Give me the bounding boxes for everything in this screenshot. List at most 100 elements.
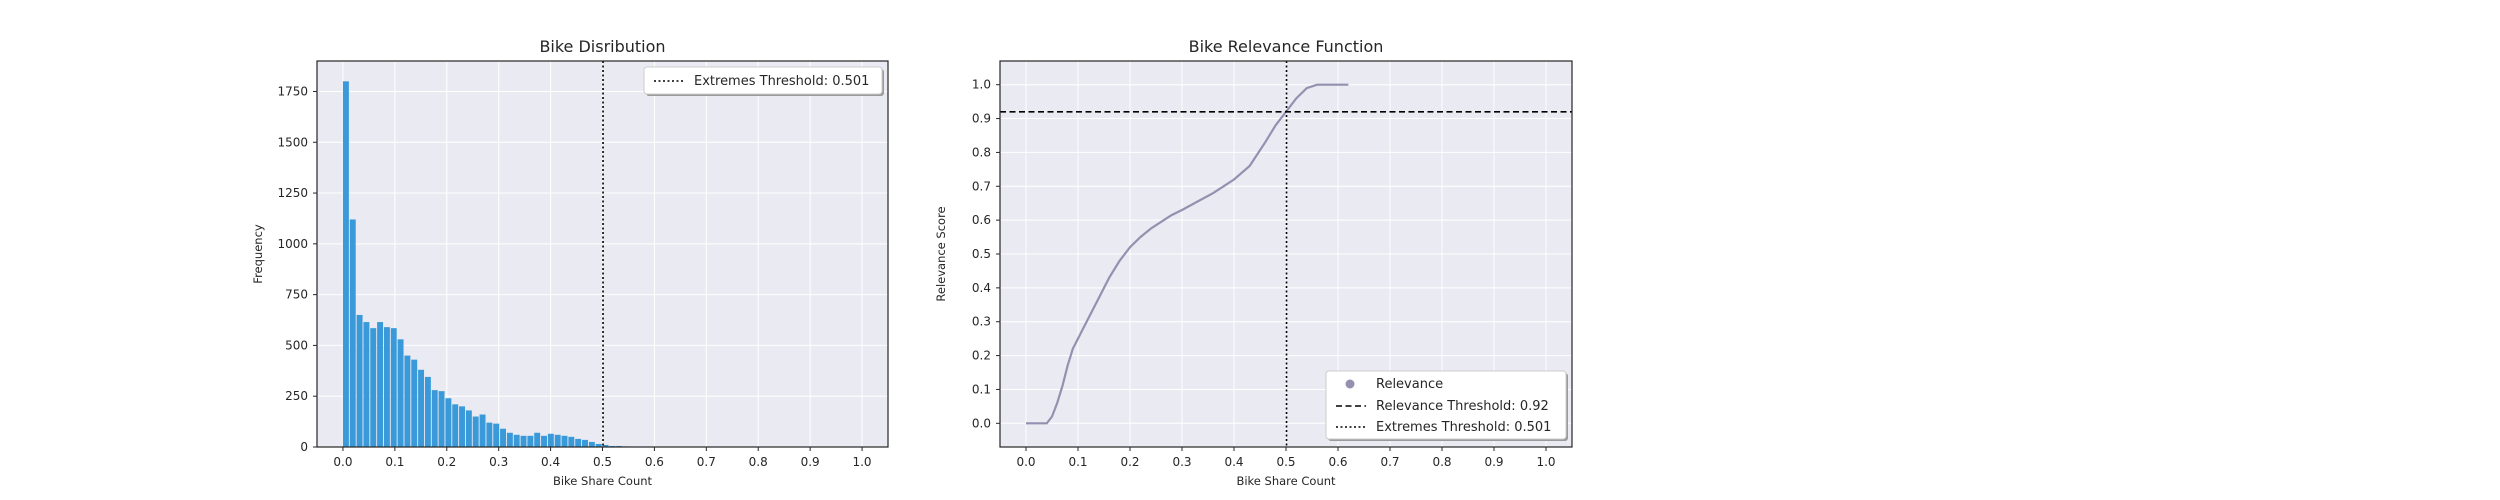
plot-frame: [316, 60, 889, 448]
histogram-bar: [363, 322, 370, 447]
y-tick-label: 0.7: [972, 179, 991, 193]
chart-title: Bike Disribution: [539, 37, 665, 56]
histogram-bar: [377, 322, 384, 447]
y-axis-label: Relevance Score: [934, 206, 948, 301]
legend-box: [1325, 370, 1567, 440]
histogram-bar: [500, 428, 507, 447]
x-tick-label: 0.0: [1016, 455, 1035, 469]
x-axis-label: Bike Share Count: [1236, 474, 1336, 488]
legend-swatch-relevance: [1345, 379, 1355, 389]
x-tick-label: 0.1: [1068, 455, 1087, 469]
x-axis-label: Bike Share Count: [553, 474, 653, 488]
x-tick-label: 0.7: [697, 455, 716, 469]
histogram-bar: [541, 435, 547, 447]
legend-label-extremes: Extremes Threshold: 0.501: [1376, 420, 1551, 435]
legend: Extremes Threshold: 0.501: [643, 66, 884, 96]
x-tick-label: 0.1: [385, 455, 404, 469]
histogram-bar: [404, 355, 411, 447]
histogram-bar: [554, 434, 561, 447]
legend-box: [643, 66, 883, 95]
histogram-bar: [582, 439, 588, 447]
histogram-bar: [411, 359, 418, 447]
histogram-bar: [418, 369, 425, 447]
x-tick-label: 0.8: [1432, 455, 1451, 469]
legend-label-extremes: Extremes Threshold: 0.501: [694, 74, 869, 89]
x-tick-label: 0.5: [1276, 455, 1295, 469]
bars: [342, 81, 862, 447]
histogram-bar: [486, 422, 493, 447]
x-tick-label: 0.3: [1172, 455, 1191, 469]
y-tick-label: 0.0: [972, 416, 991, 430]
x-tick-label: 0.2: [1120, 455, 1139, 469]
y-tick-label: 1.0: [972, 78, 991, 92]
y-tick-label: 0.5: [972, 247, 991, 261]
histogram-bar: [602, 444, 609, 447]
histogram-bar: [568, 436, 575, 447]
y-tick-label: 0.2: [972, 349, 991, 363]
x-tick-label: 0.4: [1224, 455, 1243, 469]
plot-frame: [999, 60, 1573, 448]
histogram-bar: [527, 435, 534, 447]
histogram-bar: [588, 441, 595, 447]
histogram-bar: [397, 339, 404, 447]
chart-2: 0.0 0.1 0.2 0.3 0.4 0.5 0.6 0.7 0.8 0.9 1.0 0.0 0.1 0…: [934, 37, 1573, 488]
y-tick-label: 1500: [277, 135, 308, 149]
x-tick-label: 0.4: [541, 455, 560, 469]
histogram-bar: [465, 410, 472, 447]
x-tick-label: 0.6: [645, 455, 664, 469]
x-tick-label: 0.0: [333, 455, 352, 469]
histogram-bar: [370, 328, 377, 447]
histogram-bar: [445, 398, 452, 447]
y-tick-label: 1750: [277, 84, 308, 98]
histogram-bar: [575, 438, 582, 447]
histogram-bar: [506, 432, 513, 447]
y-tick-label: 1250: [277, 186, 308, 200]
histogram-bar: [513, 434, 520, 447]
y-tick-label: 0.1: [972, 382, 991, 396]
y-tick-label: 0.8: [972, 145, 991, 159]
legend-label-relevance-threshold: Relevance Threshold: 0.92: [1376, 399, 1549, 414]
legend-label-relevance: Relevance: [1376, 377, 1443, 392]
x-tick-label: 1.0: [852, 455, 871, 469]
histogram-bar: [383, 327, 390, 447]
x-tick-label: 0.8: [749, 455, 768, 469]
y-tick-label: 0.3: [972, 315, 991, 329]
chart-title: Bike Relevance Function: [1189, 37, 1384, 56]
y-tick-label: 1000: [277, 237, 308, 251]
chart-1: 0.0 0.1 0.2 0.3 0.4 0.5 0.6 0.7 0.8 0.9 1.0 0 250 500…: [251, 37, 889, 488]
histogram-bar: [561, 435, 568, 447]
histogram-bar: [547, 433, 554, 447]
histogram-bar: [479, 414, 486, 447]
x-tick-label: 0.5: [593, 455, 612, 469]
x-tick-label: 0.3: [489, 455, 508, 469]
histogram-bar: [493, 423, 500, 447]
y-tick-label: 250: [285, 389, 308, 403]
y-tick-label: 500: [285, 338, 308, 352]
histogram-bar: [595, 443, 602, 447]
y-tick-label: 750: [285, 288, 308, 302]
histogram-bar: [520, 435, 527, 447]
x-tick-label: 1.0: [1536, 455, 1555, 469]
y-tick-label: 0.6: [972, 213, 991, 227]
histogram-bar: [431, 390, 438, 447]
x-tick-label: 0.9: [801, 455, 820, 469]
y-tick-label: 0.9: [972, 112, 991, 126]
histogram-bar: [349, 219, 356, 447]
x-tick-label: 0.7: [1380, 455, 1399, 469]
y-tick-label: 0: [300, 440, 308, 454]
x-tick-label: 0.2: [437, 455, 456, 469]
histogram-bar: [424, 376, 431, 447]
histogram-bar: [390, 328, 397, 447]
histogram-bar: [472, 416, 479, 447]
legend: Relevance Relevance Threshold: 0.92 Extrem…: [1325, 370, 1568, 441]
histogram-bar: [342, 81, 349, 447]
histogram-bar: [356, 314, 363, 447]
histogram-bar: [452, 404, 459, 447]
y-axis-label: Frequency: [251, 224, 265, 284]
histogram-bar: [534, 432, 541, 447]
relevance-line: [1026, 83, 1349, 425]
histogram-bar: [459, 406, 466, 447]
x-tick-label: 0.6: [1328, 455, 1347, 469]
histogram-bar: [438, 391, 445, 447]
